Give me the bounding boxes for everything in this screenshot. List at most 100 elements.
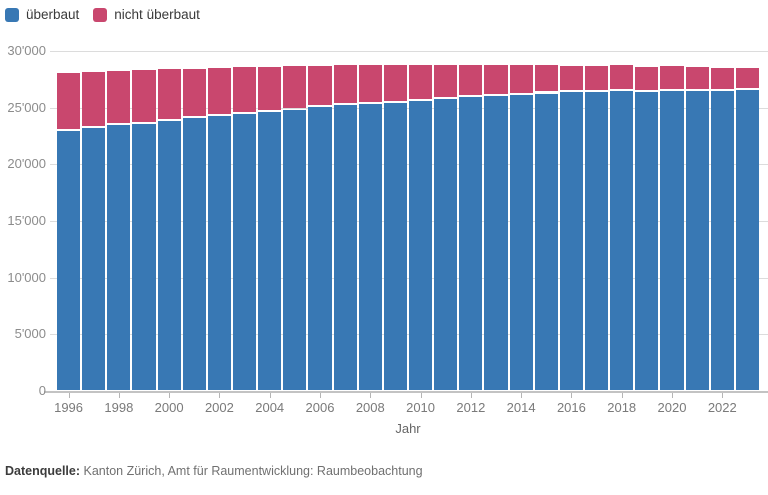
bar-ueberbaut-1996[interactable] — [57, 130, 81, 390]
bar-ueberbaut-2021[interactable] — [685, 91, 709, 390]
bar-nicht-ueberbaut-2014[interactable] — [509, 65, 533, 93]
bar-ueberbaut-2006[interactable] — [308, 107, 332, 390]
bar-ueberbaut-1998[interactable] — [107, 125, 131, 390]
bar-nicht-ueberbaut-2004[interactable] — [258, 66, 282, 111]
bar-ueberbaut-2017[interactable] — [585, 91, 609, 390]
x-axis-tick-label: 2016 — [556, 400, 586, 415]
bar-ueberbaut-2005[interactable] — [283, 109, 307, 390]
bar-ueberbaut-1999[interactable] — [132, 123, 156, 390]
bar-nicht-ueberbaut-2023[interactable] — [735, 68, 759, 89]
bar-nicht-ueberbaut-2020[interactable] — [660, 65, 684, 90]
bar-nicht-ueberbaut-2015[interactable] — [534, 65, 558, 92]
x-axis-tick-label: 1998 — [104, 400, 134, 415]
bar-ueberbaut-2016[interactable] — [559, 92, 583, 390]
bar-ueberbaut-2002[interactable] — [207, 116, 231, 390]
bar-nicht-ueberbaut-2005[interactable] — [283, 66, 307, 108]
stacked-bar-chart: 0 5'000 10'000 15'000 20'000 25'000 30'000 1996… — [7, 43, 768, 415]
datasource-note: Datenquelle: Kanton Zürich, Amt für Raum… — [5, 463, 423, 479]
bar-ueberbaut-2008[interactable] — [358, 103, 382, 390]
x-axis-tick — [118, 393, 120, 398]
chart-legend: überbaut nicht überbaut — [5, 7, 200, 23]
y-axis-tick-label: 15'000 — [7, 213, 46, 228]
y-axis-tick-label: 0 — [38, 383, 46, 398]
x-axis-tick-label: 2014 — [506, 400, 536, 415]
legend-label-ueberbaut: überbaut — [26, 7, 80, 22]
x-axis-tick — [672, 393, 673, 398]
bar-ueberbaut-2013[interactable] — [484, 96, 508, 390]
bar-nicht-ueberbaut-2019[interactable] — [635, 66, 659, 90]
bar-ueberbaut-2020[interactable] — [660, 91, 684, 390]
x-axis-tick — [320, 393, 321, 398]
bar-nicht-ueberbaut-2012[interactable] — [459, 65, 483, 96]
bar-nicht-ueberbaut-2010[interactable] — [409, 64, 433, 100]
bar-ueberbaut-2009[interactable] — [383, 102, 407, 390]
bar-nicht-ueberbaut-2002[interactable] — [207, 68, 231, 115]
bar-ueberbaut-2000[interactable] — [157, 121, 181, 390]
x-axis-tick-label: 2022 — [707, 400, 737, 415]
bar-nicht-ueberbaut-2011[interactable] — [434, 64, 458, 98]
x-axis-tick-label: 2008 — [355, 400, 385, 415]
x-axis-tick-label: 2000 — [154, 400, 184, 415]
x-axis-tick — [420, 393, 422, 398]
x-axis-tick-label: 2002 — [204, 400, 234, 415]
bar-ueberbaut-2018[interactable] — [610, 91, 634, 390]
bar-nicht-ueberbaut-1997[interactable] — [82, 71, 106, 127]
bar-nicht-ueberbaut-2018[interactable] — [610, 65, 634, 90]
bar-ueberbaut-2010[interactable] — [409, 101, 433, 390]
x-axis-tick — [521, 393, 523, 398]
bar-ueberbaut-2022[interactable] — [710, 90, 734, 390]
bar-nicht-ueberbaut-2013[interactable] — [484, 65, 508, 95]
bar-nicht-ueberbaut-2009[interactable] — [383, 65, 407, 101]
bar-nicht-ueberbaut-1998[interactable] — [107, 70, 131, 124]
y-axis-tick-label: 20'000 — [7, 156, 46, 172]
datasource-text: Kanton Zürich, Amt für Raumentwicklung: … — [83, 464, 423, 478]
bar-nicht-ueberbaut-2021[interactable] — [685, 66, 709, 90]
x-axis-tick — [370, 393, 372, 398]
bar-nicht-ueberbaut-1999[interactable] — [132, 70, 156, 122]
x-axis-title: Jahr — [395, 421, 421, 436]
bar-ueberbaut-2014[interactable] — [509, 94, 533, 390]
x-axis-tick — [68, 393, 70, 398]
bar-nicht-ueberbaut-2008[interactable] — [358, 65, 382, 102]
bar-nicht-ueberbaut-2006[interactable] — [308, 65, 332, 106]
bar-ueberbaut-1997[interactable] — [82, 128, 106, 390]
bar-nicht-ueberbaut-2016[interactable] — [559, 65, 583, 91]
bar-nicht-ueberbaut-2017[interactable] — [585, 65, 609, 90]
bar-ueberbaut-2019[interactable] — [635, 91, 659, 390]
bar-nicht-ueberbaut-2003[interactable] — [233, 67, 257, 113]
bar-ueberbaut-2012[interactable] — [459, 97, 483, 390]
bar-nicht-ueberbaut-2022[interactable] — [710, 68, 734, 89]
datasource-label: Datenquelle: — [5, 464, 81, 478]
x-axis-tick-label: 1996 — [54, 400, 84, 415]
bar-ueberbaut-2007[interactable] — [333, 104, 357, 390]
legend-label-nicht-ueberbaut: nicht überbaut — [114, 7, 200, 22]
y-axis-tick-label: 5'000 — [14, 326, 46, 342]
x-axis-tick — [722, 393, 724, 398]
y-axis-tick-label: 10'000 — [7, 269, 46, 285]
bar-nicht-ueberbaut-2000[interactable] — [157, 69, 181, 120]
legend-item-nicht-ueberbaut[interactable]: nicht überbaut — [93, 7, 200, 23]
bar-nicht-ueberbaut-1996[interactable] — [57, 73, 81, 129]
bar-ueberbaut-2004[interactable] — [258, 112, 282, 390]
bar-ueberbaut-2015[interactable] — [534, 93, 558, 390]
bar-nicht-ueberbaut-2007[interactable] — [333, 65, 357, 103]
bar-nicht-ueberbaut-2001[interactable] — [182, 68, 206, 117]
x-axis-baseline — [44, 391, 768, 393]
x-axis-tick-label: 2010 — [406, 400, 436, 415]
y-axis-tick-label: 25'000 — [7, 99, 46, 115]
bar-ueberbaut-2001[interactable] — [182, 118, 206, 390]
bar-ueberbaut-2011[interactable] — [434, 99, 458, 390]
x-axis-tick-label: 2004 — [255, 400, 285, 415]
legend-swatch-ueberbaut-icon — [5, 8, 19, 22]
legend-item-ueberbaut[interactable]: überbaut — [5, 7, 79, 23]
x-axis-tick — [470, 393, 472, 398]
x-axis-tick — [571, 393, 573, 398]
bar-ueberbaut-2003[interactable] — [233, 114, 257, 390]
y-axis-tick-label: 30'000 — [7, 43, 46, 58]
x-axis-tick — [169, 393, 171, 398]
legend-swatch-nicht-ueberbaut-icon — [93, 8, 108, 22]
x-axis-tick — [219, 393, 221, 398]
x-axis-tick — [269, 393, 271, 398]
bar-ueberbaut-2023[interactable] — [735, 90, 759, 390]
